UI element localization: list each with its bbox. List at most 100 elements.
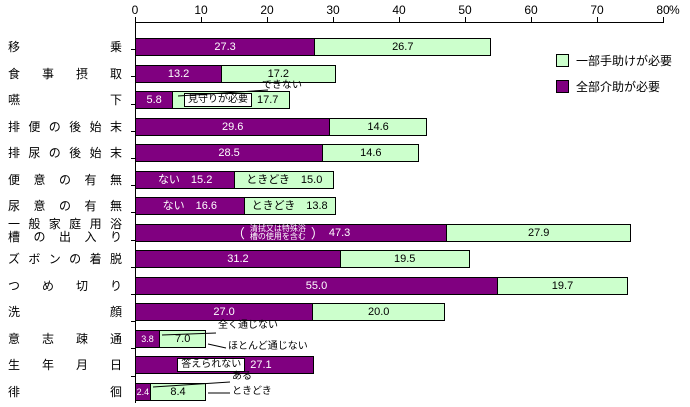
bar-partial-help: 14.6: [322, 144, 420, 162]
x-axis-tick-label: 0: [131, 3, 139, 17]
row-label-line: 槽の出入り: [8, 231, 122, 244]
bar-value: 17.7: [256, 93, 279, 106]
row-label-char: 意: [8, 332, 21, 346]
bar-full-assist: 29.6: [135, 118, 331, 136]
row-label-char: 脱: [109, 252, 122, 266]
row-label-char: 始: [89, 146, 102, 160]
bar-boxed-label: 答えられない: [177, 358, 246, 372]
row-label-char: の: [48, 120, 61, 134]
row-label: 一般家庭用浴槽の出入り: [8, 218, 122, 244]
row-label-char: 槽: [8, 230, 21, 244]
callout-label: できない: [262, 80, 302, 91]
bar-value: 13.2: [167, 67, 190, 80]
axis-unit-label: %: [669, 3, 680, 17]
row-label-char: の: [33, 230, 46, 244]
x-axis-tick-label: 50: [458, 3, 472, 17]
row-label-line: 食事摂取: [8, 68, 122, 81]
row-label-char: 徘: [8, 385, 21, 399]
bar-value: ない 16.6: [162, 199, 217, 212]
row-label-char: 月: [75, 358, 88, 372]
row-label-char: つ: [8, 279, 21, 293]
row-label-char: り: [109, 279, 122, 293]
row-label-char: 出: [58, 230, 71, 244]
row-label-char: 無: [109, 199, 122, 213]
bar-value: 31.2: [227, 252, 249, 265]
bar-partial-help: 19.7: [497, 277, 628, 295]
x-axis-tick-label: 60: [524, 3, 538, 17]
row-label-char: 疎: [75, 332, 88, 346]
row-label-char: 浴: [109, 217, 122, 231]
row-label-line: 移乗: [8, 41, 122, 54]
x-axis-tick: [465, 17, 466, 22]
x-axis-tick: [663, 17, 664, 22]
bar-full-assist: 5.8: [135, 91, 174, 109]
legend-swatch-partial: [556, 54, 569, 67]
bar-partial-help: ときどき 13.8: [243, 197, 336, 215]
row-label-char: 摂: [75, 67, 88, 81]
row-label-char: の: [58, 173, 71, 187]
legend-label-partial: 一部手助けが必要: [576, 54, 673, 68]
row-label-char: 入: [84, 230, 97, 244]
row-label-line: つめ切り: [8, 280, 122, 293]
bar-value: 26.7: [392, 40, 414, 53]
callout-label: 全く通じない: [218, 320, 278, 331]
row-label-char: 意: [33, 199, 46, 213]
bar-full-assist: 31.2: [135, 250, 341, 268]
row-label-char: 生: [8, 358, 21, 372]
bar-full-assist: 3.8: [135, 330, 161, 348]
row-label-line: 生年月日: [8, 359, 122, 372]
y-axis-tick: [131, 266, 135, 268]
row-label-char: 嚥: [8, 93, 21, 107]
bar-full-assist: 答えられない 27.1: [135, 356, 314, 374]
bar-value: 5.8: [146, 93, 162, 106]
y-axis-tick: [131, 294, 135, 295]
row-label-line: 排尿の後始末: [8, 147, 122, 160]
bar-full-assist: 28.5: [135, 144, 324, 162]
bar-value: 19.5: [394, 252, 416, 265]
bar-partial-help: 26.7: [314, 38, 492, 56]
bar-full-assist: 27.0: [135, 303, 314, 321]
row-label-line: 一般家庭用浴: [8, 218, 122, 231]
row-label-char: 後: [69, 146, 82, 160]
x-axis-tick-label: 40: [392, 3, 406, 17]
row-label: 尿意の有無: [8, 200, 122, 213]
row-label-char: 始: [89, 120, 102, 134]
row-label-char: の: [69, 252, 82, 266]
bar-value: 29.6: [221, 120, 244, 133]
bar-value: ときどき 15.0: [246, 173, 323, 186]
bar-value: 14.6: [360, 146, 382, 159]
bar-partial-help: 20.0: [312, 303, 446, 321]
bar-partial-help: 27.9: [446, 224, 632, 242]
row-label-line: 尿意の有無: [8, 200, 122, 213]
row-label: 食事摂取: [8, 68, 122, 81]
row-label-line: 嚥下: [8, 94, 122, 107]
row-label: つめ切り: [8, 280, 122, 293]
bar-value: 17.2: [267, 67, 290, 80]
callout-label: ほとんど通じない: [228, 341, 308, 352]
row-label-char: 庭: [69, 217, 82, 231]
x-axis-tick: [399, 17, 400, 22]
bar-value: 27.0: [213, 305, 235, 318]
row-label: 排便の後始末: [8, 121, 122, 134]
bar-value: 27.9: [528, 226, 550, 239]
bar-value: 7.0: [175, 332, 191, 345]
legend-item-partial: 一部手助けが必要: [556, 52, 672, 69]
row-label-char: ズ: [8, 252, 21, 266]
y-axis-tick: [131, 158, 135, 159]
paren-close-icon: ）: [310, 225, 324, 241]
x-axis-tick: [267, 17, 268, 22]
bar-value: 55.0: [305, 279, 328, 292]
row-label-char: 年: [41, 358, 54, 372]
row-label-line: 便意の有無: [8, 174, 122, 187]
row-label-char: 末: [109, 146, 122, 160]
row-label-char: り: [109, 230, 122, 244]
legend-label-full: 全部介助が必要: [576, 80, 661, 94]
bar-full-assist: ない 15.2: [135, 171, 236, 189]
bar-value: 27.3: [214, 40, 236, 53]
y-axis-tick: [131, 212, 135, 214]
bar-partial-help: 19.5: [339, 250, 470, 268]
row-label-char: 般: [28, 217, 41, 231]
bar-full-assist: 13.2: [135, 65, 223, 83]
legend-swatch-full: [556, 80, 569, 93]
